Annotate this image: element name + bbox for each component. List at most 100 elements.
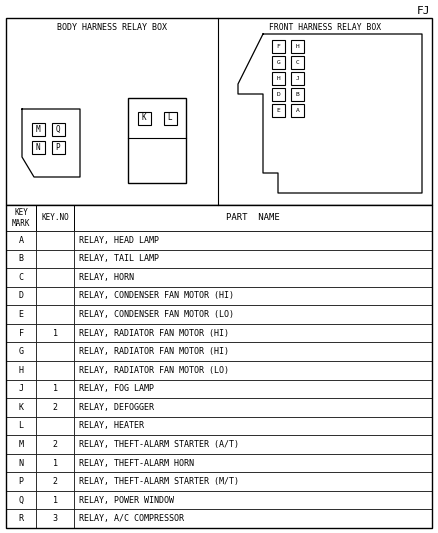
- Bar: [74, 472, 432, 491]
- Bar: [74, 305, 432, 324]
- Bar: [74, 398, 432, 417]
- Text: RELAY, RADIATOR FAN MOTOR (HI): RELAY, RADIATOR FAN MOTOR (HI): [79, 347, 229, 356]
- Text: RELAY, CONDENSER FAN MOTOR (HI): RELAY, CONDENSER FAN MOTOR (HI): [79, 292, 234, 301]
- Text: E: E: [277, 108, 280, 112]
- Text: KEY.NO: KEY.NO: [41, 214, 69, 222]
- Bar: [6, 287, 36, 305]
- Bar: [36, 205, 74, 231]
- Bar: [6, 18, 432, 205]
- Bar: [74, 361, 432, 379]
- Text: Q: Q: [18, 496, 24, 505]
- Text: A: A: [18, 236, 24, 245]
- Bar: [6, 361, 36, 379]
- Bar: [74, 268, 432, 287]
- Text: F: F: [18, 328, 24, 337]
- Bar: [128, 98, 186, 183]
- Bar: [74, 379, 432, 398]
- Text: RELAY, RADIATOR FAN MOTOR (HI): RELAY, RADIATOR FAN MOTOR (HI): [79, 328, 229, 337]
- Bar: [6, 379, 36, 398]
- Bar: [36, 287, 74, 305]
- Text: C: C: [18, 273, 24, 282]
- Text: RELAY, A/C COMPRESSOR: RELAY, A/C COMPRESSOR: [79, 514, 184, 523]
- Text: RELAY, THEFT-ALARM STARTER (A/T): RELAY, THEFT-ALARM STARTER (A/T): [79, 440, 239, 449]
- Bar: [6, 231, 36, 249]
- Bar: [6, 435, 36, 454]
- Text: N: N: [35, 142, 40, 151]
- Bar: [36, 379, 74, 398]
- Bar: [36, 231, 74, 249]
- Text: 2: 2: [53, 477, 57, 486]
- Bar: [291, 87, 304, 101]
- Text: H: H: [18, 366, 24, 375]
- Bar: [32, 141, 45, 154]
- Bar: [6, 324, 36, 342]
- Bar: [272, 55, 285, 69]
- Bar: [272, 87, 285, 101]
- Text: A: A: [296, 108, 300, 112]
- Text: K: K: [18, 403, 24, 412]
- Bar: [74, 324, 432, 342]
- Bar: [291, 71, 304, 85]
- Bar: [138, 111, 151, 125]
- Bar: [291, 55, 304, 69]
- Text: P: P: [56, 142, 60, 151]
- Bar: [74, 205, 432, 231]
- Text: H: H: [296, 44, 300, 49]
- Text: RELAY, RADIATOR FAN MOTOR (LO): RELAY, RADIATOR FAN MOTOR (LO): [79, 366, 229, 375]
- Bar: [6, 472, 36, 491]
- Text: 1: 1: [53, 496, 57, 505]
- Bar: [6, 342, 36, 361]
- Bar: [74, 231, 432, 249]
- Text: E: E: [18, 310, 24, 319]
- Text: J: J: [296, 76, 300, 80]
- Bar: [272, 103, 285, 117]
- Text: RELAY, TAIL LAMP: RELAY, TAIL LAMP: [79, 254, 159, 263]
- Text: M: M: [35, 125, 40, 133]
- Bar: [6, 454, 36, 472]
- Text: D: D: [18, 292, 24, 301]
- Text: L: L: [18, 422, 24, 431]
- Bar: [74, 287, 432, 305]
- Text: L: L: [168, 114, 172, 123]
- Bar: [52, 123, 64, 135]
- Text: RELAY, HEAD LAMP: RELAY, HEAD LAMP: [79, 236, 159, 245]
- Text: G: G: [277, 60, 280, 64]
- Text: Q: Q: [56, 125, 60, 133]
- Bar: [74, 510, 432, 528]
- Text: FJ: FJ: [417, 6, 430, 16]
- Text: R: R: [18, 514, 24, 523]
- Text: RELAY, THEFT-ALARM HORN: RELAY, THEFT-ALARM HORN: [79, 458, 194, 467]
- Bar: [36, 324, 74, 342]
- Text: F: F: [277, 44, 280, 49]
- Text: C: C: [296, 60, 300, 64]
- Bar: [291, 103, 304, 117]
- Text: H: H: [277, 76, 280, 80]
- Text: RELAY, HORN: RELAY, HORN: [79, 273, 134, 282]
- Bar: [52, 141, 64, 154]
- Bar: [36, 305, 74, 324]
- Text: B: B: [296, 92, 300, 96]
- Text: RELAY, CONDENSER FAN MOTOR (LO): RELAY, CONDENSER FAN MOTOR (LO): [79, 310, 234, 319]
- Text: BODY HARNESS RELAY BOX: BODY HARNESS RELAY BOX: [57, 23, 167, 32]
- Bar: [74, 417, 432, 435]
- Bar: [291, 39, 304, 52]
- Text: PART  NAME: PART NAME: [226, 214, 280, 222]
- Bar: [6, 305, 36, 324]
- Text: FRONT HARNESS RELAY BOX: FRONT HARNESS RELAY BOX: [269, 23, 381, 32]
- Bar: [6, 417, 36, 435]
- Text: 3: 3: [53, 514, 57, 523]
- Bar: [74, 249, 432, 268]
- Bar: [74, 454, 432, 472]
- Bar: [32, 123, 45, 135]
- Bar: [36, 417, 74, 435]
- Text: RELAY, DEFOGGER: RELAY, DEFOGGER: [79, 403, 154, 412]
- Bar: [36, 398, 74, 417]
- Text: 1: 1: [53, 328, 57, 337]
- Text: M: M: [18, 440, 24, 449]
- Text: N: N: [18, 458, 24, 467]
- Bar: [272, 39, 285, 52]
- Text: 1: 1: [53, 384, 57, 393]
- Bar: [36, 268, 74, 287]
- Text: J: J: [18, 384, 24, 393]
- Bar: [6, 205, 36, 231]
